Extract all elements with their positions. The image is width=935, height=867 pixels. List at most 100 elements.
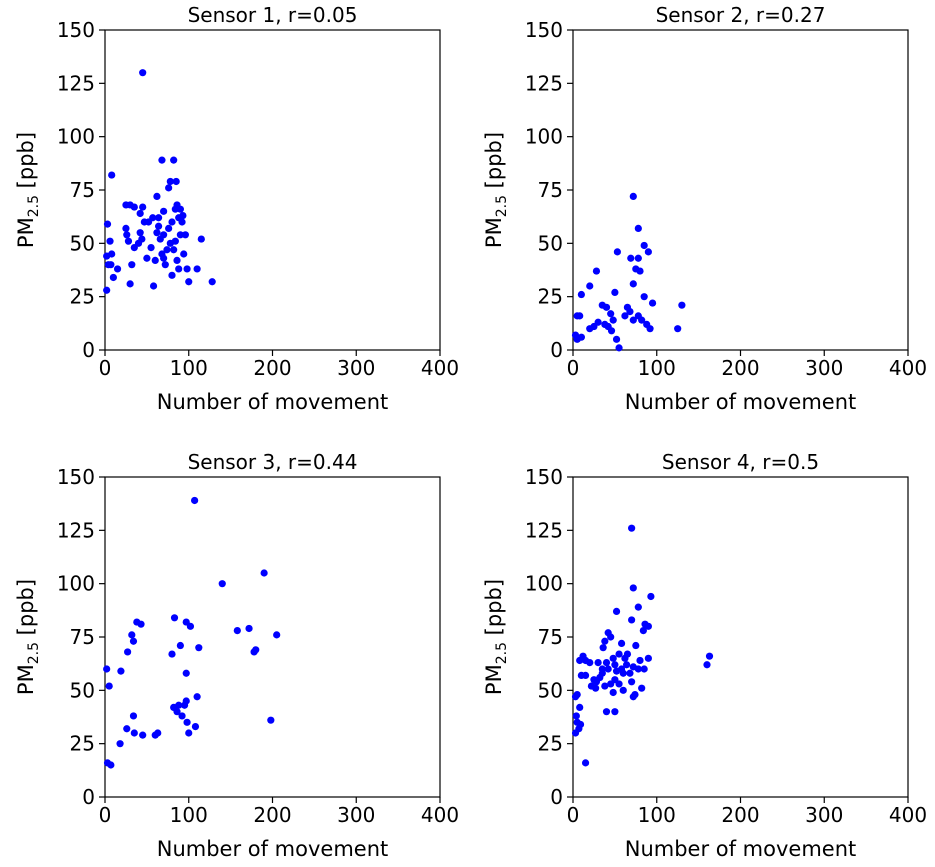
y-tick-label: 25 bbox=[538, 285, 563, 309]
data-point bbox=[233, 627, 241, 635]
data-point bbox=[185, 278, 193, 286]
data-point bbox=[129, 637, 138, 645]
data-point bbox=[607, 310, 615, 318]
data-point bbox=[138, 235, 146, 243]
data-point bbox=[632, 641, 640, 650]
y-axis-label-unit: [ppb] bbox=[482, 579, 506, 642]
data-point bbox=[267, 716, 275, 724]
y-axis-label-subscript: 2.5 bbox=[494, 195, 510, 217]
data-point bbox=[149, 214, 157, 222]
x-tick-label: 300 bbox=[337, 356, 375, 380]
data-point bbox=[611, 661, 619, 669]
y-axis-label-main: PM bbox=[14, 217, 38, 248]
data-point bbox=[581, 759, 590, 767]
data-point bbox=[611, 708, 619, 716]
data-point bbox=[599, 644, 607, 652]
data-point bbox=[609, 316, 617, 324]
y-tick-label: 75 bbox=[538, 178, 563, 202]
y-tick-label: 150 bbox=[57, 18, 95, 42]
data-point bbox=[705, 652, 714, 660]
data-point bbox=[180, 701, 189, 709]
subplot-3: Sensor 3, r=0.44 0 100 200 300 400 0 25 50 75 100 1… bbox=[14, 450, 459, 861]
data-point bbox=[581, 671, 590, 680]
x-tick-label: 100 bbox=[638, 356, 676, 380]
data-point bbox=[644, 654, 652, 662]
data-point bbox=[640, 293, 648, 301]
data-point bbox=[153, 229, 161, 237]
data-point bbox=[108, 171, 116, 179]
data-point bbox=[123, 725, 131, 733]
plot-frame bbox=[572, 29, 909, 351]
y-tick-label: 0 bbox=[550, 785, 563, 809]
data-point bbox=[160, 254, 168, 262]
data-point bbox=[197, 235, 205, 243]
data-point bbox=[108, 250, 116, 258]
data-point bbox=[621, 654, 629, 662]
data-point bbox=[113, 265, 122, 273]
data-point bbox=[636, 267, 644, 275]
y-axis-label-subscript: 2.5 bbox=[26, 195, 42, 217]
data-point bbox=[602, 708, 611, 716]
data-point bbox=[598, 665, 606, 673]
data-point bbox=[602, 659, 611, 667]
y-axis-label-subscript: 2.5 bbox=[26, 642, 42, 664]
data-point bbox=[175, 701, 183, 709]
data-point bbox=[644, 622, 652, 630]
data-point bbox=[168, 650, 176, 658]
data-point bbox=[126, 280, 134, 288]
data-point bbox=[173, 708, 181, 716]
data-point bbox=[160, 231, 168, 239]
data-point bbox=[136, 229, 144, 237]
data-point bbox=[176, 231, 184, 239]
data-point bbox=[260, 569, 268, 577]
data-point bbox=[586, 325, 594, 333]
data-point bbox=[160, 207, 168, 215]
data-point bbox=[183, 718, 191, 726]
data-point bbox=[634, 254, 642, 262]
x-tick-label: 0 bbox=[567, 803, 580, 827]
y-tick-label: 50 bbox=[70, 231, 95, 255]
y-axis-label-main: PM bbox=[482, 664, 506, 695]
data-point bbox=[117, 667, 125, 675]
data-point bbox=[626, 669, 634, 677]
data-point bbox=[576, 312, 584, 320]
data-point bbox=[163, 246, 171, 254]
x-tick-label: 100 bbox=[638, 803, 676, 827]
y-tick-label: 75 bbox=[70, 625, 95, 649]
x-tick-label: 200 bbox=[253, 803, 291, 827]
y-axis-label-unit: [ppb] bbox=[14, 132, 38, 195]
x-axis-label: Number of movement bbox=[625, 837, 857, 861]
data-point bbox=[619, 669, 627, 677]
data-point bbox=[103, 286, 111, 294]
data-point bbox=[155, 214, 163, 222]
data-point bbox=[573, 691, 581, 699]
data-point bbox=[609, 688, 617, 697]
subplot-4: Sensor 4, r=0.5 0 100 200 300 400 0 25 50 75 100 12… bbox=[482, 450, 927, 861]
y-tick-label: 150 bbox=[525, 18, 563, 42]
data-point bbox=[191, 723, 200, 731]
data-point bbox=[615, 650, 623, 658]
data-point bbox=[143, 254, 151, 262]
x-tick-label: 400 bbox=[421, 356, 459, 380]
data-point bbox=[139, 69, 147, 77]
data-point bbox=[166, 177, 174, 186]
data-point bbox=[185, 729, 193, 737]
data-point bbox=[130, 729, 138, 737]
data-point bbox=[612, 335, 621, 343]
data-point bbox=[576, 703, 584, 712]
data-point bbox=[178, 218, 186, 226]
data-point bbox=[139, 203, 147, 211]
data-point bbox=[182, 669, 190, 677]
data-point bbox=[107, 761, 115, 769]
data-point bbox=[175, 265, 183, 273]
plot-frame bbox=[572, 476, 909, 798]
data-point bbox=[170, 156, 178, 164]
data-point bbox=[674, 325, 682, 333]
data-point bbox=[576, 720, 585, 729]
data-point bbox=[572, 712, 580, 720]
data-point bbox=[176, 641, 184, 650]
y-tick-label: 25 bbox=[70, 285, 95, 309]
y-tick-label: 25 bbox=[70, 732, 95, 756]
x-tick-label: 100 bbox=[170, 356, 208, 380]
